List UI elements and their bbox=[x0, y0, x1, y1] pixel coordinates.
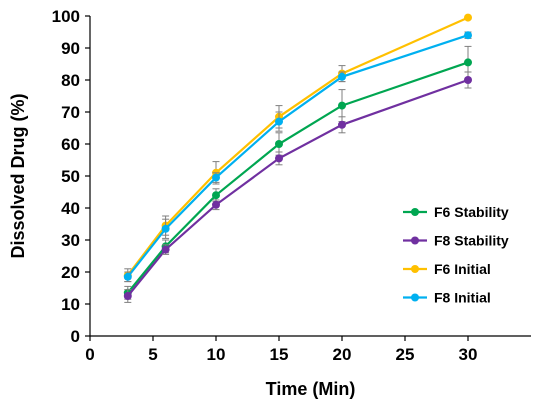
y-tick-label: 20 bbox=[61, 263, 80, 282]
data-point bbox=[161, 224, 170, 233]
data-point bbox=[464, 58, 472, 67]
y-tick-label: 40 bbox=[61, 199, 80, 218]
series-f6-stability bbox=[123, 45, 472, 300]
series-f8-stability bbox=[123, 71, 472, 303]
data-point bbox=[275, 140, 283, 148]
series-line bbox=[126, 16, 469, 276]
legend-marker bbox=[411, 236, 419, 245]
data-point bbox=[212, 191, 220, 200]
series-layer bbox=[123, 13, 472, 303]
y-ticks: 0 10 20 30 40 50 60 70 80 90 100 bbox=[52, 7, 90, 346]
data-point bbox=[464, 76, 472, 84]
y-axis-title: Dissolved Drug (%) bbox=[8, 93, 28, 258]
series-line bbox=[126, 78, 469, 297]
x-tick-label: 5 bbox=[148, 345, 157, 364]
y-tick-label: 100 bbox=[52, 7, 80, 26]
legend-label: F6 Initial bbox=[434, 261, 491, 277]
x-tick-label: 20 bbox=[333, 345, 352, 364]
data-point bbox=[123, 292, 132, 300]
x-tick-label: 15 bbox=[270, 345, 289, 364]
legend-marker bbox=[411, 293, 419, 302]
data-point bbox=[338, 120, 346, 129]
y-tick-label: 0 bbox=[71, 327, 80, 346]
y-tick-label: 80 bbox=[61, 71, 80, 90]
legend-marker bbox=[411, 265, 419, 273]
x-ticks: 0 5 10 15 20 25 30 bbox=[85, 336, 477, 364]
data-point bbox=[212, 173, 220, 182]
x-tick-label: 10 bbox=[207, 345, 226, 364]
legend: F6 Stability F8 Stability F6 Initial F8 Ini… bbox=[403, 204, 509, 306]
data-point bbox=[464, 13, 472, 22]
data-point bbox=[275, 117, 283, 126]
data-point bbox=[464, 31, 472, 40]
x-axis-title: Time (Min) bbox=[266, 379, 356, 399]
data-point bbox=[123, 272, 132, 281]
x-tick-label: 25 bbox=[396, 345, 415, 364]
y-tick-label: 10 bbox=[61, 295, 80, 314]
legend-label: F6 Stability bbox=[434, 204, 509, 220]
y-tick-label: 30 bbox=[61, 231, 80, 250]
data-point bbox=[161, 245, 170, 254]
data-point bbox=[338, 72, 346, 81]
y-tick-label: 50 bbox=[61, 167, 80, 186]
series-f8-initial bbox=[123, 31, 472, 283]
x-tick-label: 30 bbox=[459, 345, 478, 364]
y-tick-label: 70 bbox=[61, 103, 80, 122]
y-tick-label: 90 bbox=[61, 39, 80, 58]
legend-label: F8 Initial bbox=[434, 290, 491, 306]
data-point bbox=[212, 200, 220, 209]
legend-marker bbox=[411, 208, 419, 216]
x-tick-label: 0 bbox=[85, 345, 94, 364]
series-line bbox=[126, 34, 469, 278]
y-tick-label: 60 bbox=[61, 135, 80, 154]
legend-label: F8 Stability bbox=[434, 233, 509, 249]
series-line bbox=[126, 61, 469, 294]
data-point bbox=[338, 101, 346, 110]
data-point bbox=[275, 154, 283, 163]
